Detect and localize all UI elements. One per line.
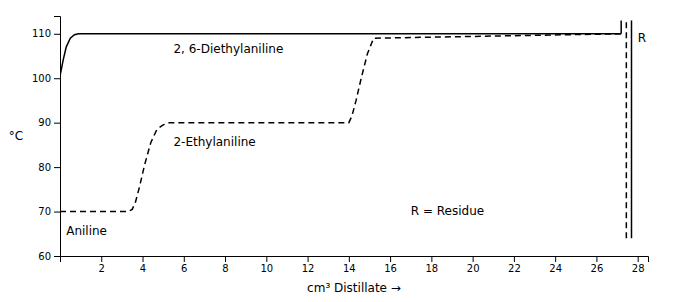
x-tick-label: 22 <box>508 263 521 274</box>
y-tick-mark <box>54 123 60 124</box>
x-tick-mark <box>473 256 474 262</box>
y-tick-mark <box>54 256 60 257</box>
chart-svg: 24681012141618202224262860708090100110cm… <box>0 0 682 302</box>
y-tick: 60 <box>38 251 60 262</box>
x-tick: 2 <box>99 256 105 274</box>
x-tick-label: 2 <box>99 263 105 274</box>
x-axis-title: cm³ Distillate → <box>307 281 401 295</box>
x-tick-mark <box>390 256 391 262</box>
x-tick: 20 <box>467 256 480 274</box>
x-tick: 18 <box>426 256 439 274</box>
x-tick-label: 28 <box>632 263 645 274</box>
x-tick: 10 <box>260 256 273 274</box>
y-tick-mark <box>54 78 60 79</box>
x-tick-label: 8 <box>222 263 228 274</box>
annotation: 2, 6-Diethylaniline <box>173 42 283 56</box>
x-tick-mark <box>101 256 102 262</box>
y-axis-line <box>54 17 61 257</box>
plot-area <box>60 20 631 238</box>
x-tick-mark <box>638 256 639 262</box>
x-tick-label: 16 <box>384 263 397 274</box>
x-tick-label: 4 <box>140 263 146 274</box>
x-tick-label: 12 <box>302 263 315 274</box>
x-tick-mark <box>266 256 267 262</box>
series-line <box>626 20 628 238</box>
y-tick: 100 <box>32 73 60 84</box>
annotation: 2-Ethylaniline <box>173 135 255 149</box>
annotation: R <box>638 31 646 45</box>
y-tick: 90 <box>38 117 60 128</box>
x-tick-mark <box>308 256 309 262</box>
y-axis-title: °C <box>9 129 23 143</box>
x-tick-label: 6 <box>181 263 187 274</box>
x-tick: 4 <box>140 256 146 274</box>
x-tick-label: 26 <box>591 263 604 274</box>
annotation: Aniline <box>66 224 107 238</box>
x-tick-label: 24 <box>549 263 562 274</box>
x-tick-mark <box>596 256 597 262</box>
series-line <box>631 20 633 238</box>
y-tick-mark <box>54 212 60 213</box>
x-tick-mark <box>225 256 226 262</box>
x-tick: 22 <box>508 256 521 274</box>
annotations: 2, 6-Diethylaniline 2-Ethylaniline Aniline… <box>66 31 646 238</box>
x-axis: 246810121416182022242628 <box>61 256 649 274</box>
x-tick-mark <box>143 256 144 262</box>
x-tick: 12 <box>302 256 315 274</box>
y-tick-mark <box>54 167 60 168</box>
y-tick-label: 80 <box>38 162 51 173</box>
y-axis: 60 70 80 90 100 110 <box>32 17 61 262</box>
y-tick: 80 <box>38 162 60 173</box>
y-tick-label: 60 <box>38 251 51 262</box>
y-tick: 70 <box>38 206 60 217</box>
x-tick: 14 <box>343 256 356 274</box>
x-tick-mark <box>555 256 556 262</box>
y-tick: 110 <box>32 28 60 39</box>
series-line <box>60 34 621 76</box>
y-tick-label: 100 <box>32 73 51 84</box>
series-line <box>620 20 622 33</box>
x-tick: 6 <box>181 256 187 274</box>
x-tick: 26 <box>591 256 604 274</box>
x-tick-label: 18 <box>426 263 439 274</box>
x-tick-label: 20 <box>467 263 480 274</box>
series-line <box>60 34 621 212</box>
y-tick-mark <box>54 34 60 35</box>
x-tick-mark <box>431 256 432 262</box>
y-tick-label: 110 <box>32 28 51 39</box>
x-tick-mark <box>514 256 515 262</box>
x-tick: 28 <box>632 256 645 274</box>
annotation: R = Residue <box>411 204 484 218</box>
x-tick: 24 <box>549 256 562 274</box>
x-tick-label: 14 <box>343 263 356 274</box>
x-tick: 16 <box>384 256 397 274</box>
x-tick-mark <box>184 256 185 262</box>
y-tick-label: 70 <box>38 206 51 217</box>
x-tick-mark <box>349 256 350 262</box>
chart-container: 24681012141618202224262860708090100110cm… <box>0 0 682 302</box>
x-tick-label: 10 <box>260 263 273 274</box>
x-tick: 8 <box>222 256 228 274</box>
y-tick-label: 90 <box>38 117 51 128</box>
x-axis-line <box>61 257 649 263</box>
